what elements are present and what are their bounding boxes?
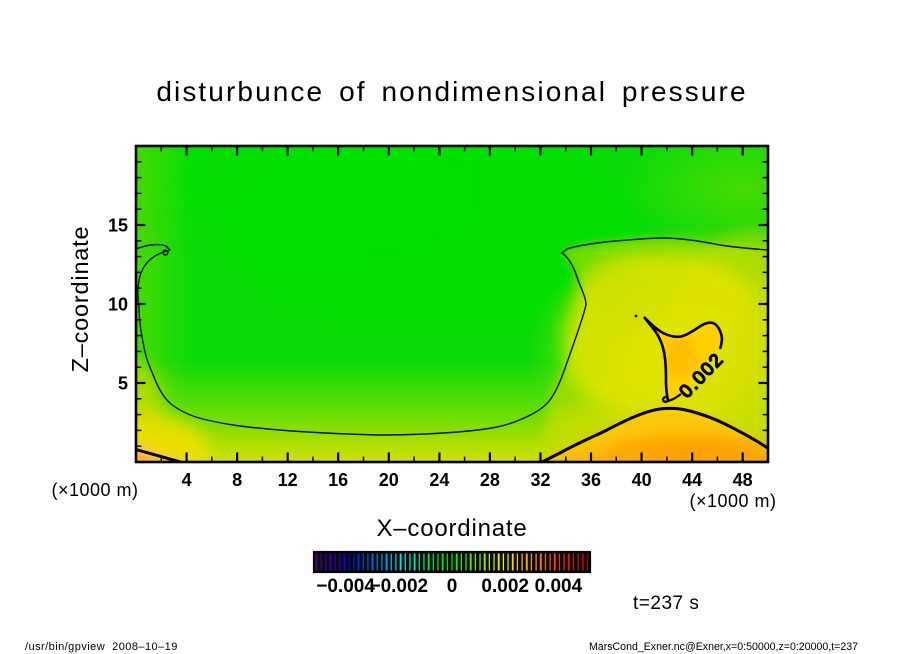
svg-text:t=237 s: t=237 s bbox=[633, 593, 699, 614]
svg-text:0.004: 0.004 bbox=[535, 576, 583, 597]
svg-text:15: 15 bbox=[108, 216, 128, 236]
svg-text:20: 20 bbox=[379, 470, 399, 490]
svg-text:(×1000 m): (×1000 m) bbox=[51, 480, 138, 500]
svg-text:Z–coordinate: Z–coordinate bbox=[67, 226, 93, 373]
svg-text:16: 16 bbox=[328, 470, 348, 490]
svg-text:(×1000 m): (×1000 m) bbox=[689, 491, 776, 511]
svg-text:MarsCond_Exner.nc@Exner,x=0:50: MarsCond_Exner.nc@Exner,x=0:50000,z=0:20… bbox=[589, 641, 858, 653]
svg-text:5: 5 bbox=[118, 374, 128, 394]
svg-text:36: 36 bbox=[581, 470, 601, 490]
svg-text:28: 28 bbox=[480, 470, 500, 490]
svg-text:−0.002: −0.002 bbox=[369, 576, 428, 597]
svg-text:X–coordinate: X–coordinate bbox=[376, 515, 527, 542]
svg-text:40: 40 bbox=[632, 470, 652, 490]
svg-text:24: 24 bbox=[429, 470, 449, 490]
svg-text:/usr/bin/gpview 2008–10–19: /usr/bin/gpview 2008–10–19 bbox=[25, 641, 178, 653]
svg-text:48: 48 bbox=[733, 470, 753, 490]
svg-text:10: 10 bbox=[108, 295, 128, 315]
svg-text:8: 8 bbox=[232, 470, 242, 490]
svg-text:4: 4 bbox=[182, 470, 192, 490]
svg-text:12: 12 bbox=[278, 470, 298, 490]
svg-text:−0.004: −0.004 bbox=[316, 576, 375, 597]
svg-text:disturbunce of nondimensional: disturbunce of nondimensional pressure bbox=[156, 76, 747, 107]
svg-text:0: 0 bbox=[447, 576, 458, 597]
svg-text:44: 44 bbox=[682, 470, 702, 490]
svg-text:0.002: 0.002 bbox=[481, 576, 529, 597]
svg-text:32: 32 bbox=[530, 470, 550, 490]
